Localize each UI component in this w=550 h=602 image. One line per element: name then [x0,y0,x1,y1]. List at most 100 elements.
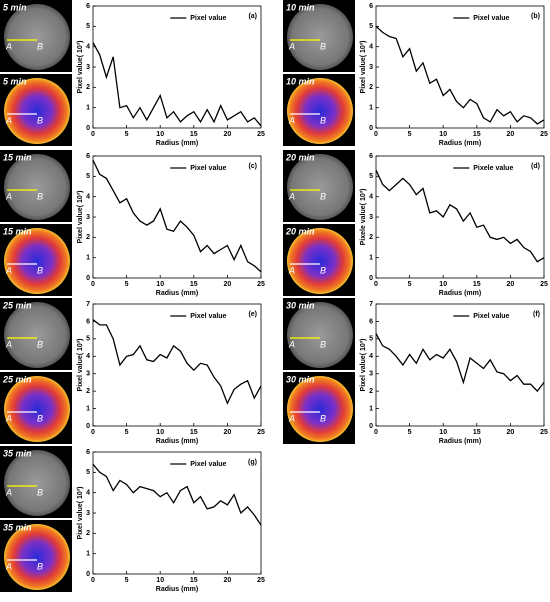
heat-map [4,228,70,294]
time-label: 15 min [3,226,32,236]
point-label: A [5,41,12,51]
y-tick-label: 0 [86,275,90,282]
x-tick-label: 10 [439,429,447,436]
y-axis-label: Pixel value( 10³) [77,487,84,540]
y-axis-label: Pixel value( 10³) [77,191,84,244]
x-tick-label: 10 [156,429,164,436]
point-label: A [5,191,12,201]
x-axis-label: Radius (mm) [439,438,481,445]
y-tick-label: 0 [86,125,90,132]
time-label: 5 min [3,76,27,86]
x-tick-label: 5 [408,429,412,436]
time-label: 10 min [286,76,315,86]
x-tick-label: 15 [190,429,198,436]
point-label: B [37,41,43,51]
y-tick-label: 1 [369,405,373,412]
x-tick-label: 0 [91,429,95,436]
x-tick-label: 25 [257,281,265,288]
x-tick-label: 15 [190,577,198,584]
x-tick-label: 5 [125,577,129,584]
y-tick-label: 4 [86,353,90,360]
heat-map [4,524,70,590]
panel-label: (b) [531,13,540,20]
y-tick-label: 3 [86,371,90,378]
x-tick-label: 20 [224,577,232,584]
panel-label: (d) [531,163,540,170]
point-label: B [320,115,326,125]
y-tick-label: 5 [369,336,373,343]
y-tick-label: 3 [369,371,373,378]
y-tick-label: 1 [369,105,373,112]
point-label: B [320,413,326,423]
y-tick-label: 5 [86,469,90,476]
legend-label: Pixel value [473,313,509,320]
data-line [92,159,262,273]
time-label: 30 min [286,300,315,310]
y-tick-label: 0 [369,125,373,132]
x-tick-label: 10 [156,281,164,288]
y-axis-label: Pixel value( 10³) [360,339,367,392]
y-tick-label: 5 [369,23,373,30]
time-label: 20 min [285,226,315,236]
legend-label: Pixel value [473,15,509,22]
plot-frame [92,155,262,279]
x-tick-label: 0 [374,131,378,138]
point-label: A [5,265,12,275]
point-label: B [320,41,326,51]
heat-map [287,78,353,144]
y-tick-label: 6 [86,153,90,160]
y-tick-label: 4 [86,44,90,51]
y-tick-label: 1 [86,105,90,112]
x-tick-label: 5 [408,131,412,138]
x-axis-label: Radius (mm) [156,140,198,147]
time-label: 25 min [2,374,32,384]
y-tick-label: 6 [369,3,373,10]
point-label: B [37,561,43,571]
x-tick-label: 5 [125,131,129,138]
x-axis-label: Radius (mm) [156,438,198,445]
y-tick-label: 3 [369,64,373,71]
gray-image [287,302,353,368]
legend-label: Pixel value [190,313,226,320]
heat-map [287,376,353,442]
plot-frame [92,5,262,129]
y-tick-label: 3 [86,64,90,71]
point-label: B [37,339,43,349]
time-label: 35 min [3,522,32,532]
time-label: 30 min [286,374,315,384]
x-tick-label: 10 [439,131,447,138]
y-tick-label: 6 [86,449,90,456]
y-tick-label: 4 [86,194,90,201]
data-line [92,319,262,405]
x-tick-label: 25 [540,429,548,436]
data-line [375,333,545,393]
y-tick-label: 3 [86,214,90,221]
point-label: A [288,265,295,275]
x-tick-label: 15 [473,429,481,436]
x-tick-label: 15 [190,131,198,138]
point-label: B [320,191,326,201]
plot-frame [375,303,545,427]
panel-label: (e) [248,311,257,318]
x-tick-label: 15 [190,281,198,288]
plot-frame [92,451,262,575]
data-line [92,42,262,127]
point-label: A [288,115,295,125]
x-tick-label: 20 [224,281,232,288]
panel-label: (f) [533,311,540,318]
point-label: A [288,413,295,423]
x-tick-label: 5 [408,281,412,288]
y-tick-label: 3 [86,510,90,517]
y-tick-label: 0 [369,423,373,430]
x-tick-label: 10 [156,131,164,138]
point-label: B [37,115,43,125]
y-tick-label: 6 [369,318,373,325]
point-label: A [288,41,295,51]
y-tick-label: 2 [369,388,373,395]
gray-image [4,154,70,220]
x-tick-label: 10 [439,281,447,288]
x-tick-label: 0 [91,577,95,584]
x-tick-label: 25 [257,131,265,138]
y-tick-label: 1 [86,551,90,558]
y-tick-label: 2 [86,388,90,395]
